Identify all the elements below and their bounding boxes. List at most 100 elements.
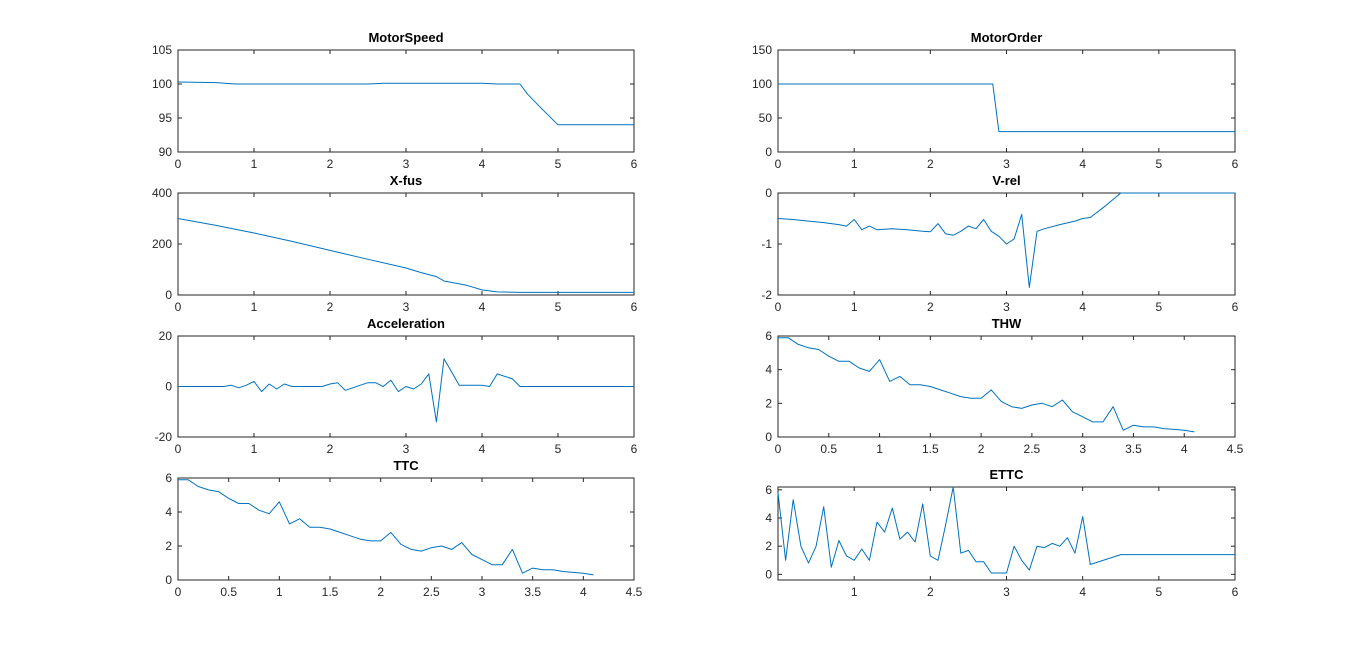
x-tick-label: 1: [251, 442, 258, 456]
subplot-x-fus: X-fus 0 1 2 3 4 5 6 0 200 400: [152, 173, 638, 314]
y-tick-label: 150: [752, 43, 772, 57]
x-tick-label: 2: [327, 300, 334, 314]
x-tick-label: 2.5: [1024, 442, 1041, 456]
chart-title: MotorOrder: [971, 30, 1043, 45]
x-tick-label: 1: [276, 585, 283, 599]
chart-title: MotorSpeed: [368, 30, 443, 45]
x-tick-label: 2.5: [423, 585, 440, 599]
x-tick-label: 0: [175, 300, 182, 314]
y-tick-label: 200: [152, 237, 172, 251]
x-tick-label: 2: [927, 157, 934, 171]
series-line: [777, 192, 1235, 288]
subplot-ttc: TTC 0 0.5 1 1.5 2 2.5 3 3.5 4 4.5 0 2 4 6: [165, 458, 642, 599]
x-tick-label: 5: [1155, 157, 1162, 171]
y-tick-label: 105: [152, 43, 172, 57]
y-tick-label: 0: [765, 186, 772, 200]
series-line: [778, 83, 1235, 133]
y-tick-label: 50: [759, 111, 773, 125]
y-tick-label: -1: [761, 237, 772, 251]
y-tick-label: 0: [765, 430, 772, 444]
x-tick-label: 1: [851, 585, 858, 599]
x-tick-label: 1.5: [322, 585, 339, 599]
y-tick-label: 0: [765, 145, 772, 159]
x-tick-label: 2: [927, 585, 934, 599]
subplot-motorspeed: MotorSpeed 0 1 2 3 4 5 6 90 95 100 105: [152, 30, 638, 171]
series-line: [777, 486, 1235, 574]
axes-frame: [177, 192, 635, 296]
y-tick-label: -2: [761, 288, 772, 302]
x-tick-label: 0: [175, 585, 182, 599]
y-tick-label: 0: [765, 567, 772, 581]
x-tick-label: 6: [1232, 585, 1239, 599]
x-tick-label: 4: [1079, 585, 1086, 599]
axes-frame: [777, 49, 1236, 153]
x-tick-label: 4: [1079, 157, 1086, 171]
x-tick-label: 0: [775, 300, 782, 314]
x-tick-label: 5: [555, 300, 562, 314]
x-tick-label: 3.5: [524, 585, 541, 599]
x-tick-label: 1: [851, 157, 858, 171]
x-tick-label: 3: [1079, 442, 1086, 456]
subplot-v-rel: V-rel 0 1 2 3 4 5 6 -2 -1 0: [761, 173, 1238, 314]
series-line: [177, 218, 634, 293]
x-tick-label: 1: [851, 300, 858, 314]
chart-title: ETTC: [990, 467, 1025, 482]
x-tick-label: 1: [251, 157, 258, 171]
x-tick-label: 3: [403, 442, 410, 456]
x-tick-label: 6: [631, 442, 638, 456]
chart-title: X-fus: [390, 173, 423, 188]
x-tick-label: 4: [479, 300, 486, 314]
y-tick-label: 6: [765, 483, 772, 497]
x-tick-label: 2: [927, 300, 934, 314]
x-tick-label: 4: [1079, 300, 1086, 314]
y-tick-label: 2: [765, 539, 772, 553]
y-tick-label: 2: [165, 539, 172, 553]
y-tick-label: 6: [165, 471, 172, 485]
series-line: [177, 81, 634, 126]
y-tick-label: 2: [765, 396, 772, 410]
x-tick-label: 5: [1155, 300, 1162, 314]
series-line: [178, 358, 634, 423]
axes-frame: [777, 486, 1236, 581]
x-tick-label: 2: [978, 442, 985, 456]
x-tick-label: 0.5: [220, 585, 237, 599]
x-tick-label: 6: [1232, 300, 1239, 314]
x-tick-label: 0: [175, 157, 182, 171]
y-tick-label: 100: [152, 77, 172, 91]
y-tick-label: 20: [159, 329, 173, 343]
x-tick-label: 4: [479, 442, 486, 456]
x-tick-label: 0.5: [820, 442, 837, 456]
x-tick-label: 4.5: [1227, 442, 1244, 456]
x-tick-label: 3: [1003, 157, 1010, 171]
x-tick-label: 6: [1232, 157, 1239, 171]
x-tick-label: 5: [1155, 585, 1162, 599]
chart-title: THW: [992, 316, 1022, 331]
y-tick-label: 100: [752, 77, 772, 91]
chart-title: Acceleration: [367, 316, 445, 331]
x-tick-label: 3: [1003, 585, 1010, 599]
x-tick-label: 4: [1181, 442, 1188, 456]
y-tick-label: 0: [165, 573, 172, 587]
y-tick-label: 0: [165, 288, 172, 302]
x-tick-label: 0: [775, 442, 782, 456]
axes-frame: [177, 477, 635, 581]
y-tick-label: 0: [165, 380, 172, 394]
x-tick-label: 4: [580, 585, 587, 599]
axes-frame: [777, 335, 1236, 438]
x-tick-label: 6: [631, 157, 638, 171]
x-tick-label: 3: [1003, 300, 1010, 314]
x-tick-label: 0: [775, 157, 782, 171]
y-tick-label: -20: [155, 430, 173, 444]
x-tick-label: 0: [175, 442, 182, 456]
x-tick-label: 3: [403, 300, 410, 314]
y-tick-label: 90: [159, 145, 173, 159]
y-tick-label: 95: [159, 111, 173, 125]
series-line: [178, 479, 594, 576]
subplot-motororder: MotorOrder 0 1 2 3 4 5 6 0 50 100 150: [752, 30, 1239, 171]
x-tick-label: 6: [631, 300, 638, 314]
axes-frame: [177, 49, 635, 153]
x-tick-label: 3: [403, 157, 410, 171]
x-tick-label: 1: [876, 442, 883, 456]
